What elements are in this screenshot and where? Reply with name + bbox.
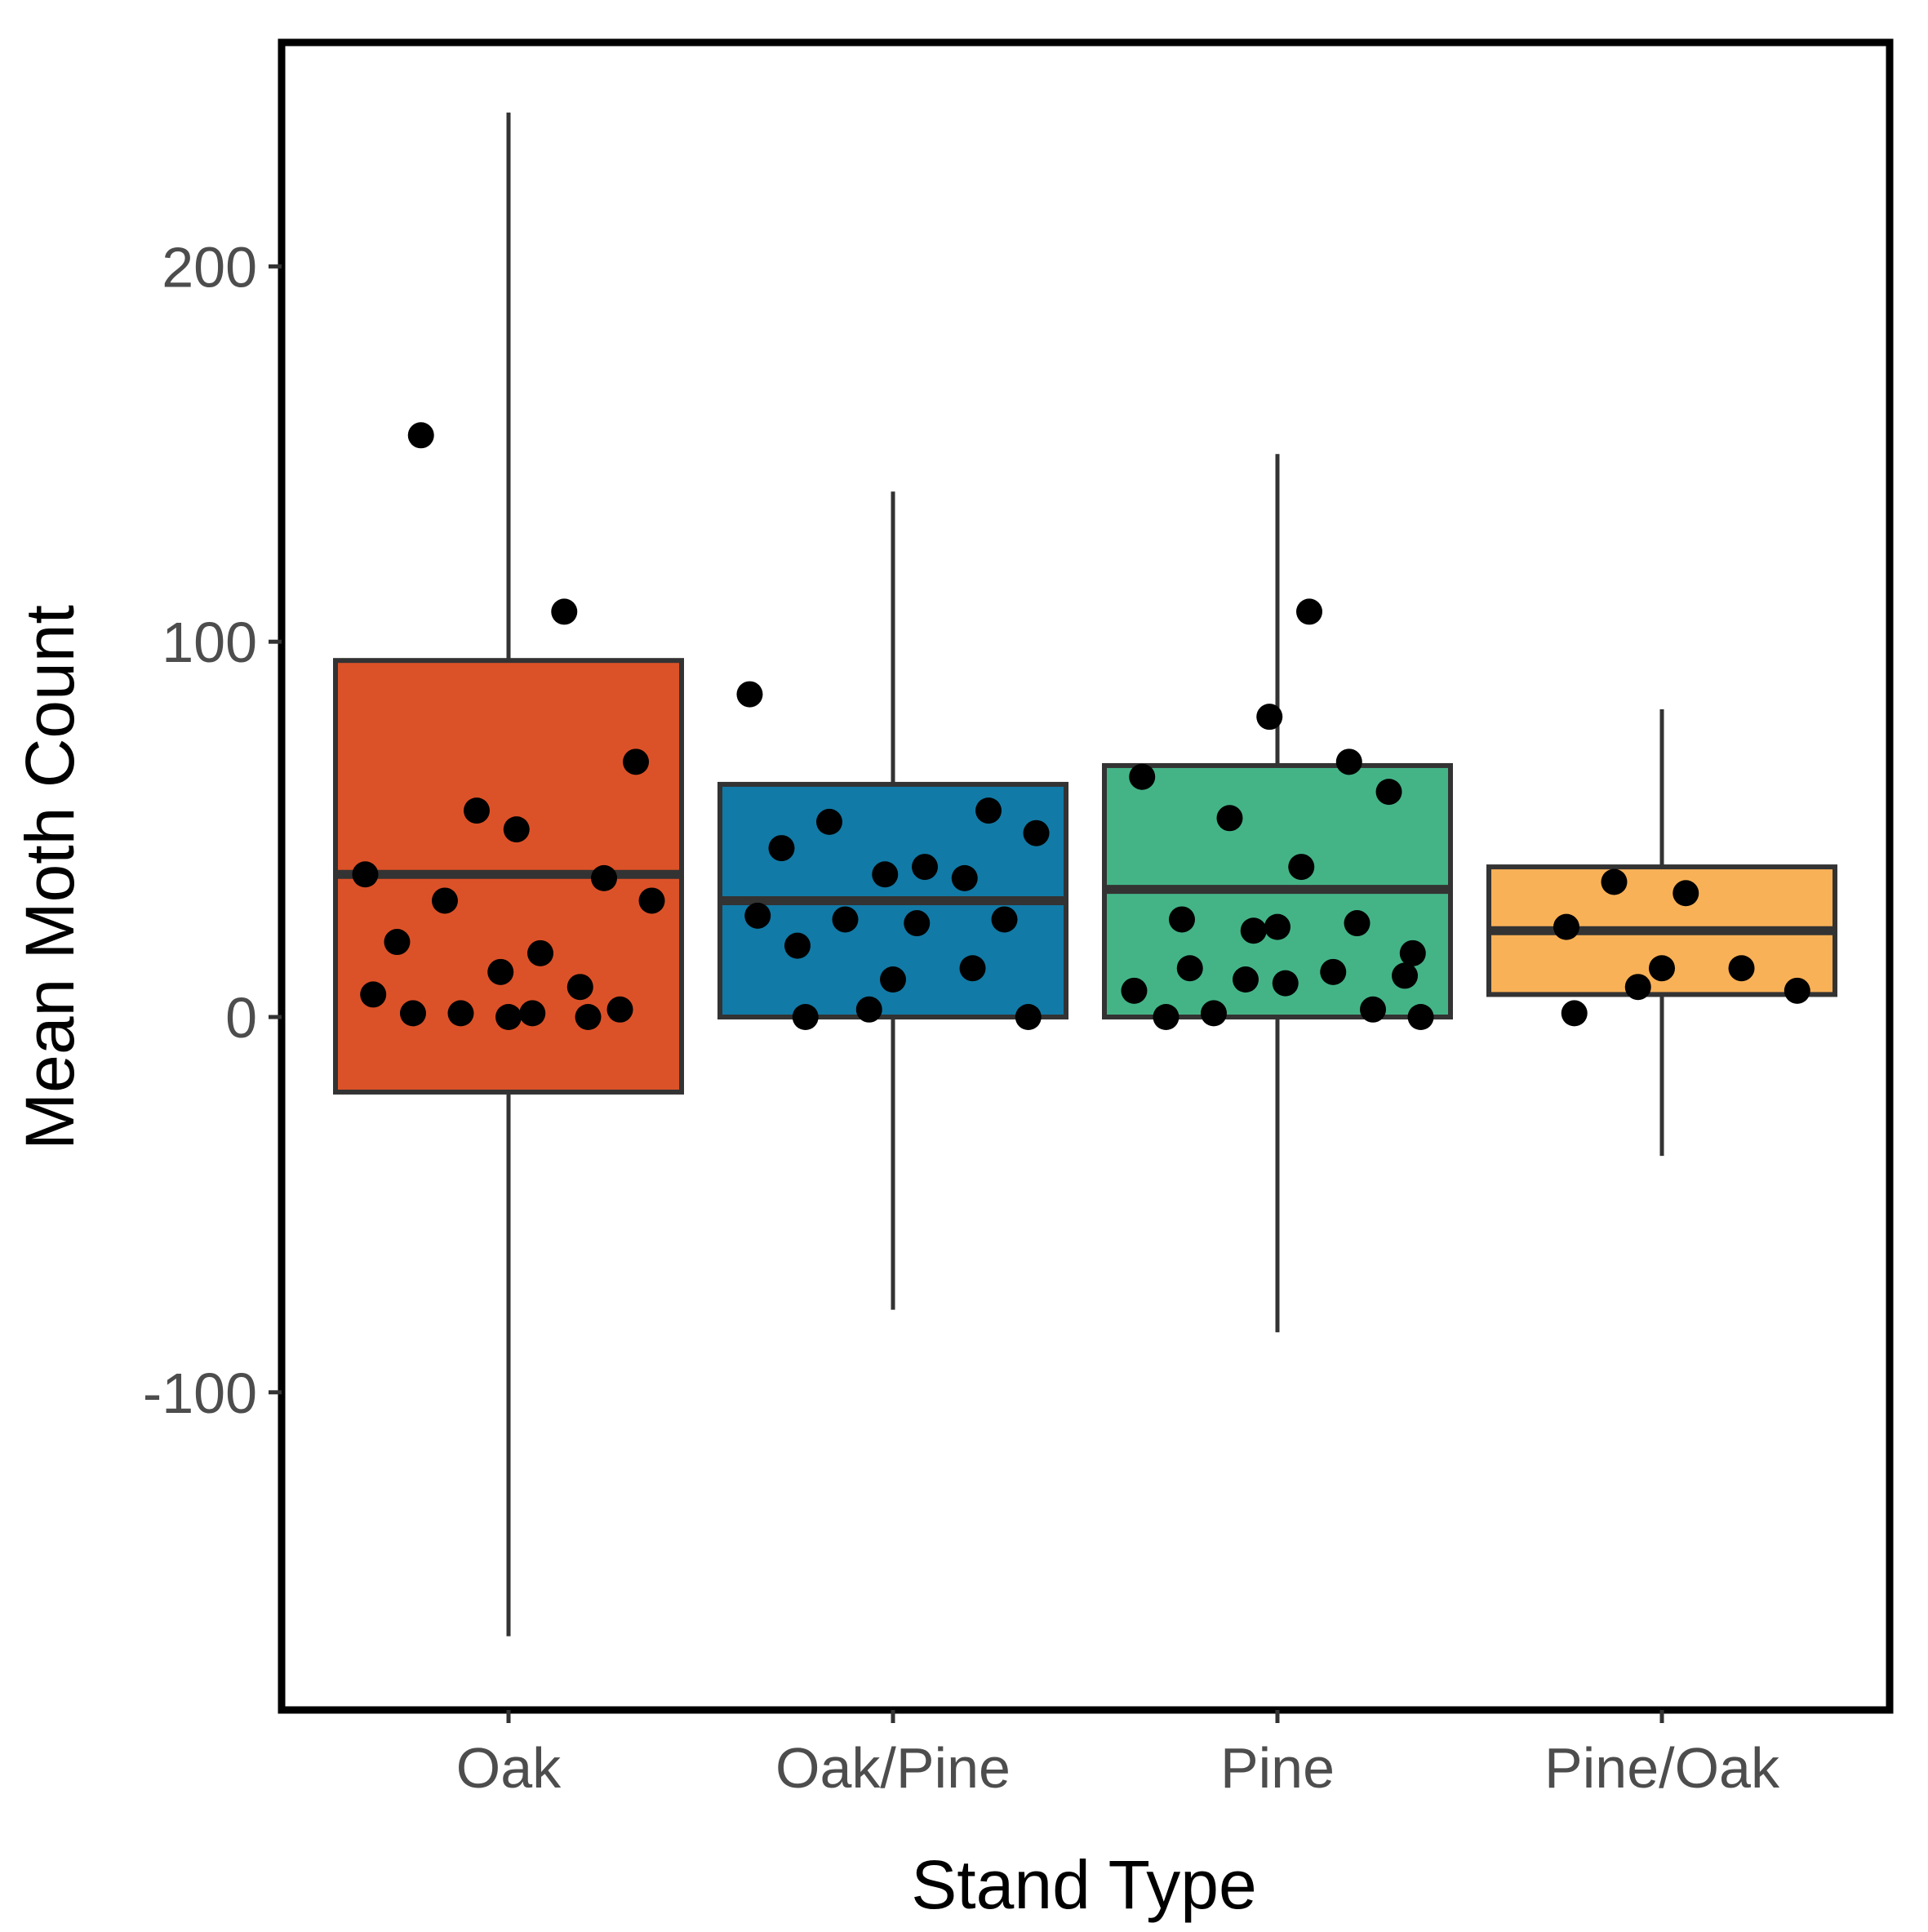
data-point: [1288, 854, 1315, 881]
axes-layer: -100 0 100 200 Oak Oak/Pine Pine Pine/Oak: [143, 38, 1894, 1800]
x-axis-title: Stand Type: [911, 1846, 1256, 1923]
data-point: [880, 966, 906, 993]
data-point: [1335, 748, 1362, 775]
data-point: [1296, 598, 1323, 625]
data-point: [1240, 917, 1267, 944]
data-point: [566, 974, 593, 1001]
data-point: [1015, 1004, 1042, 1030]
data-point: [1256, 704, 1283, 731]
points-layer: [352, 422, 1810, 1030]
y-tick-label: 200: [162, 235, 257, 299]
data-point: [399, 1000, 426, 1027]
data-point: [1121, 977, 1148, 1004]
data-point: [832, 906, 859, 933]
data-point: [384, 929, 411, 956]
x-tick-label: Oak: [456, 1736, 562, 1800]
data-point: [1375, 779, 1402, 806]
y-tick-label: 100: [162, 611, 257, 674]
data-point: [527, 939, 554, 966]
data-point: [1200, 1000, 1227, 1027]
plot-panel-border: [278, 38, 1894, 1714]
x-tick-label: Pine/Oak: [1544, 1736, 1780, 1800]
data-point: [495, 1004, 522, 1030]
data-point: [1216, 805, 1243, 832]
data-point: [1392, 962, 1419, 989]
data-point: [815, 808, 842, 835]
data-point: [431, 887, 458, 914]
data-point: [744, 902, 771, 929]
data-point: [1673, 880, 1699, 907]
data-point: [551, 598, 578, 625]
data-point: [959, 955, 986, 982]
data-point: [519, 1000, 546, 1027]
data-point: [591, 864, 618, 891]
data-point: [1272, 970, 1299, 997]
y-tick-label: 0: [225, 986, 257, 1050]
data-point: [1553, 913, 1579, 940]
data-point: [487, 958, 514, 985]
data-point: [1232, 966, 1259, 993]
data-point: [575, 1004, 602, 1030]
data-point: [1399, 939, 1426, 966]
data-point: [638, 887, 665, 914]
data-point: [463, 797, 490, 824]
data-point: [1728, 955, 1755, 982]
data-point: [951, 864, 978, 891]
data-point: [1784, 977, 1810, 1004]
data-point: [1624, 974, 1651, 1001]
data-point: [447, 1000, 474, 1027]
data-point: [1264, 913, 1291, 940]
y-axis-title: Mean Moth Count: [11, 605, 88, 1150]
data-point: [1601, 868, 1628, 895]
data-point: [1168, 906, 1195, 933]
data-point: [784, 932, 811, 959]
data-point: [912, 854, 939, 881]
data-point: [792, 1004, 819, 1030]
data-point: [1023, 819, 1050, 846]
data-point: [904, 910, 931, 937]
data-point: [736, 681, 763, 708]
data-point: [975, 797, 1002, 824]
data-point: [1320, 958, 1347, 985]
data-point: [1344, 910, 1370, 937]
data-point: [872, 861, 899, 888]
y-tick-label: -100: [143, 1361, 257, 1425]
data-point: [768, 835, 795, 862]
x-tick-label: Oak/Pine: [775, 1736, 1011, 1800]
data-point: [360, 981, 387, 1008]
data-point: [855, 996, 882, 1023]
data-point: [503, 816, 530, 843]
data-point: [1153, 1004, 1179, 1030]
data-point: [1649, 955, 1675, 982]
data-point: [623, 748, 650, 775]
data-point: [1176, 955, 1203, 982]
data-point: [1561, 1000, 1588, 1027]
data-point: [991, 906, 1018, 933]
data-point: [606, 996, 633, 1023]
data-point: [1129, 763, 1156, 790]
x-tick-label: Pine: [1220, 1736, 1335, 1800]
data-point: [407, 422, 434, 449]
data-point: [1407, 1004, 1434, 1030]
data-point: [352, 861, 379, 888]
data-point: [1360, 996, 1387, 1023]
